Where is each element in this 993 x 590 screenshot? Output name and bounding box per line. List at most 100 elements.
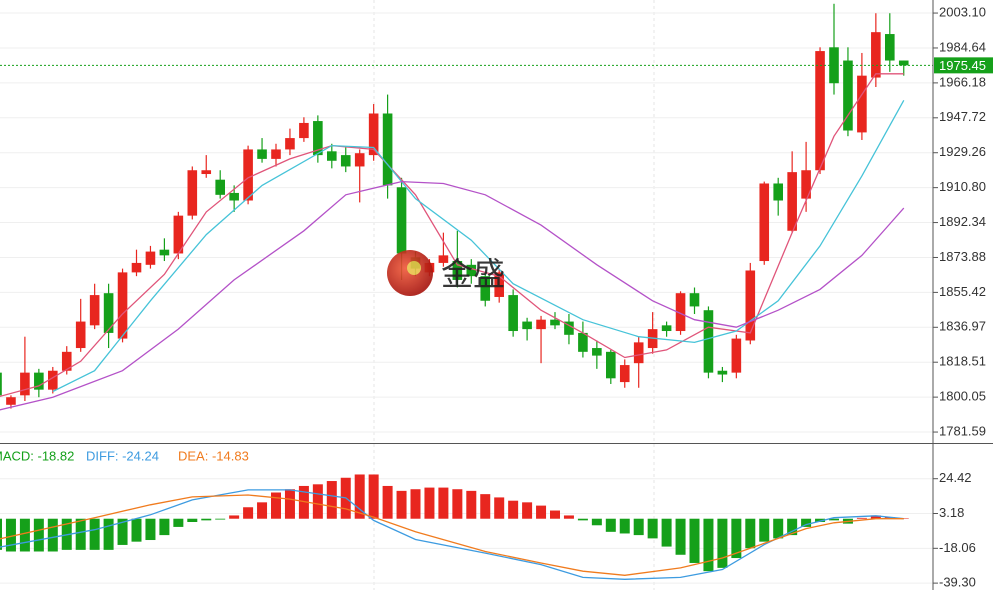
- candle-body: [885, 34, 895, 61]
- candle-body: [898, 60, 909, 66]
- macd-bar: [452, 489, 463, 519]
- macd-label: MACD: -18.82: [0, 448, 74, 463]
- macd-bar: [382, 485, 393, 519]
- candle-body: [271, 149, 281, 159]
- macd-bar: [605, 518, 616, 532]
- macd-bar: [33, 518, 44, 552]
- y-tick-label: 1818.51: [939, 354, 986, 369]
- candle-body: [229, 192, 239, 201]
- candle-body: [368, 113, 379, 156]
- macd-bar: [312, 484, 323, 519]
- candle-body: [131, 262, 142, 273]
- y-tick-label: 1984.64: [939, 39, 986, 54]
- macd-bar: [438, 487, 449, 519]
- macd-bar: [745, 518, 756, 549]
- y-tick-label: 1929.26: [939, 144, 986, 159]
- candle-body: [787, 172, 797, 231]
- dea-label: DEA: -14.83: [178, 448, 249, 463]
- macd-bar: [368, 474, 379, 519]
- macd-bar: [647, 518, 658, 539]
- macd-bar: [717, 518, 728, 568]
- candle-body: [536, 319, 546, 330]
- candle-body: [173, 215, 184, 254]
- macd-bar: [563, 515, 574, 519]
- macd-bar: [466, 490, 477, 519]
- macd-bar: [410, 489, 421, 519]
- last-price-label: 1975.45: [939, 58, 986, 73]
- macd-bar: [117, 518, 128, 545]
- candle-body: [340, 155, 351, 167]
- candle-body: [592, 348, 602, 356]
- y-tick-label: -39.30: [939, 575, 976, 590]
- macd-bar: [870, 515, 881, 519]
- candle-body: [89, 295, 100, 326]
- y-tick-label: 1910.80: [939, 179, 986, 194]
- candle-body: [257, 149, 267, 159]
- macd-bar: [5, 518, 16, 552]
- macd-bar: [47, 518, 58, 552]
- candle-body: [661, 325, 672, 332]
- diff-label: DIFF: -24.24: [86, 448, 159, 463]
- macd-bar: [633, 518, 644, 536]
- y-tick-label: 1781.59: [939, 423, 986, 438]
- macd-bar: [591, 518, 602, 526]
- candle-body: [633, 342, 644, 364]
- candle-body: [564, 321, 574, 335]
- candle-body: [159, 249, 170, 256]
- macd-bar: [703, 518, 714, 572]
- candle-body: [0, 372, 2, 396]
- macd-bar: [187, 518, 198, 522]
- candle-body: [466, 264, 477, 277]
- candle-body: [452, 261, 463, 280]
- y-tick-label: 2003.10: [939, 4, 986, 19]
- macd-bar: [815, 518, 826, 522]
- y-tick-label: 1947.72: [939, 109, 986, 124]
- macd-bar: [284, 489, 295, 519]
- macd-bar: [145, 518, 156, 541]
- candle-body: [215, 179, 225, 195]
- macd-bar: [0, 518, 2, 550]
- watermark: 金盛: [441, 255, 505, 293]
- candle-body: [382, 113, 393, 186]
- candle-body: [327, 151, 337, 161]
- candle-body: [6, 397, 16, 405]
- candle-body: [438, 255, 449, 263]
- macd-bar: [536, 505, 547, 519]
- macd-bar: [675, 518, 686, 555]
- y-tick-label: 1892.34: [939, 214, 986, 229]
- macd-bar: [787, 518, 798, 536]
- candle-body: [703, 310, 714, 373]
- candle-body: [396, 187, 407, 254]
- macd-bar: [89, 518, 100, 550]
- macd-bar: [550, 510, 560, 519]
- candle-body: [20, 372, 30, 396]
- macd-bar: [829, 518, 839, 521]
- macd-bar: [619, 518, 630, 534]
- candle-body: [75, 321, 86, 349]
- macd-bar: [229, 515, 240, 519]
- macd-bar: [522, 502, 533, 519]
- line: [0, 489, 904, 580]
- macd-bar: [508, 500, 519, 519]
- macd-bar: [801, 518, 812, 527]
- candle-body: [675, 293, 686, 332]
- candle-body: [550, 319, 560, 326]
- candle-body: [773, 183, 783, 201]
- macd-bar: [689, 518, 700, 563]
- candle-body: [145, 251, 156, 265]
- macd-bar: [773, 518, 784, 539]
- candle-body: [759, 183, 770, 262]
- y-tick-label: 1873.88: [939, 249, 986, 264]
- macd-bar: [131, 518, 142, 542]
- candle-body: [61, 351, 72, 371]
- candle-body: [187, 170, 198, 216]
- candle-body: [801, 170, 811, 199]
- candle-body: [299, 122, 309, 139]
- macd-bar: [243, 507, 254, 519]
- candle-body: [843, 60, 853, 131]
- candle-body: [285, 138, 295, 150]
- macd-bar: [201, 518, 212, 521]
- macd-bar: [271, 492, 281, 519]
- macd-bar: [424, 487, 435, 519]
